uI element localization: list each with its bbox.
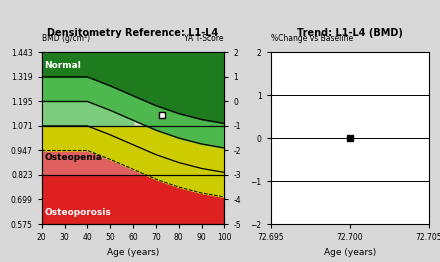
X-axis label: Age (years): Age (years) (324, 248, 376, 256)
Title: Trend: L1-L4 (BMD): Trend: L1-L4 (BMD) (297, 28, 403, 38)
Text: BMD (g/cm²): BMD (g/cm²) (42, 34, 90, 43)
Text: YA T-Score: YA T-Score (183, 34, 223, 43)
Text: %Change vs Baseline: %Change vs Baseline (271, 34, 353, 43)
Text: Osteoporosis: Osteoporosis (44, 208, 111, 217)
Text: Normal: Normal (44, 61, 81, 70)
X-axis label: Age (years): Age (years) (107, 248, 159, 256)
Title: Densitometry Reference: L1-L4: Densitometry Reference: L1-L4 (48, 28, 219, 38)
Text: Osteopenia: Osteopenia (44, 153, 102, 162)
